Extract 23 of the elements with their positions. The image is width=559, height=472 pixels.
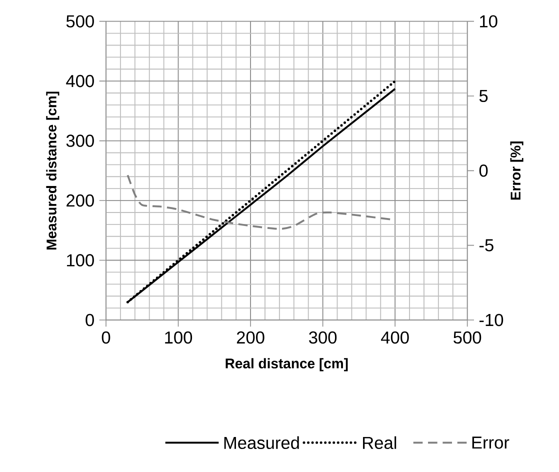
y-tick-label: 0 [86, 314, 94, 326]
legend-label: Error [472, 436, 510, 449]
y2-axis-title: Error [%] [510, 142, 524, 200]
y2-tick-label: -10 [479, 314, 504, 326]
x-tick-label: 0 [102, 331, 110, 344]
y2-tick-label: -5 [479, 239, 494, 252]
y-tick-label: 200 [66, 194, 94, 207]
y-tick-label: 100 [67, 254, 94, 266]
x-tick-label: 500 [454, 331, 482, 344]
y-axis-title: Measured distance [cm] [46, 92, 60, 250]
x-tick-label: 300 [309, 331, 337, 344]
x-tick-label: 100 [165, 331, 192, 344]
x-tick-label: 200 [236, 331, 264, 344]
y2-tick-label: 10 [480, 15, 498, 28]
legend-label: Real [363, 436, 396, 450]
y-tick-label: 300 [66, 134, 94, 147]
y-tick-label: 400 [66, 74, 94, 88]
x-axis-title: Real distance [cm] [226, 358, 348, 372]
y2-tick-label: 0 [479, 164, 488, 177]
x-tick-label: 400 [381, 331, 409, 344]
legend-label: Measured [224, 436, 299, 450]
y-tick-label: 500 [66, 15, 94, 28]
y2-tick-label: 5 [479, 90, 488, 102]
